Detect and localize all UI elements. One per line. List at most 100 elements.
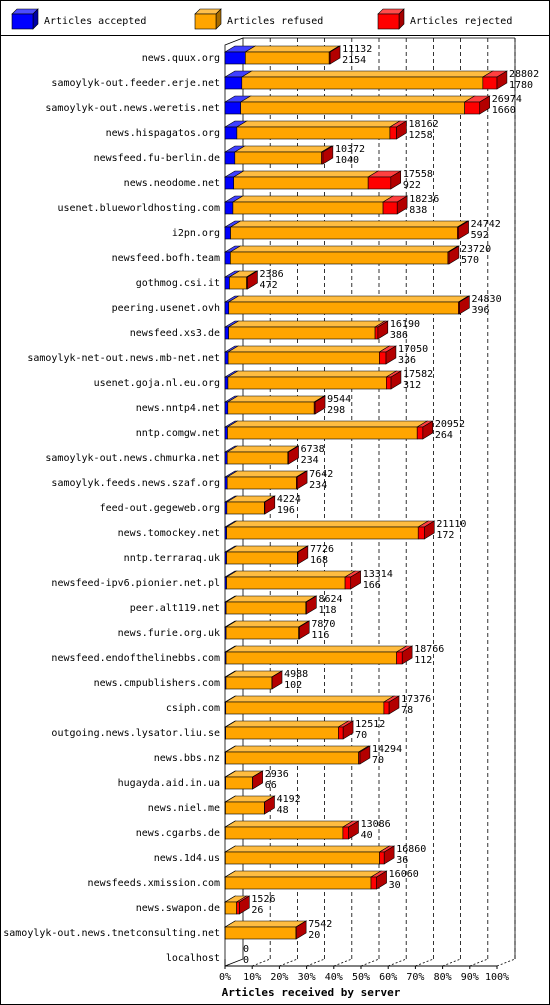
bar-refused — [224, 926, 297, 940]
bar-accepted — [224, 451, 228, 465]
bar-refused — [225, 651, 397, 665]
server-label: peering.usenet.ovh — [112, 303, 220, 314]
value-accepted: 66 — [265, 780, 277, 791]
value-accepted: 234 — [309, 480, 327, 491]
bar-accepted — [224, 301, 230, 315]
value-total: 4192 — [277, 794, 301, 805]
bar-refused — [226, 526, 419, 540]
bar-refused-top — [225, 570, 357, 578]
server-label: usenet.goja.nl.eu.org — [94, 378, 220, 389]
value-total: 4988 — [284, 669, 308, 680]
bar-rejected — [367, 176, 392, 190]
bar-end-face — [401, 645, 413, 665]
value-accepted: 26 — [251, 905, 263, 916]
bar-refused-top — [225, 620, 310, 628]
value-accepted: 78 — [401, 705, 413, 716]
bar-refused-top — [224, 845, 391, 853]
value-total: 17050 — [398, 344, 428, 355]
value-accepted: 112 — [414, 655, 432, 666]
server-label: i2pn.org — [172, 228, 220, 239]
value-total: 16190 — [390, 319, 420, 330]
bar-refused — [233, 176, 369, 190]
bar-refused — [234, 151, 322, 165]
server-label: newsfeed.endofthelinebbs.com — [51, 653, 220, 664]
bar-end-face — [306, 595, 317, 615]
value-accepted: 234 — [301, 455, 319, 466]
grid-floor-line — [360, 958, 380, 967]
value-accepted: 298 — [327, 405, 345, 416]
value-total: 13086 — [361, 819, 391, 830]
value-total: 14294 — [372, 744, 402, 755]
server-label: csiph.com — [166, 703, 220, 714]
bar-rejected — [370, 876, 377, 890]
x-tick-label: 40% — [325, 972, 343, 983]
legend-label: Articles rejected — [410, 16, 512, 27]
value-total: 7870 — [311, 619, 335, 630]
value-accepted: 1780 — [509, 80, 533, 91]
value-accepted: 70 — [355, 730, 367, 741]
value-total: 28802 — [509, 69, 539, 80]
bar-accepted — [224, 326, 229, 340]
bar-rejected — [344, 576, 352, 590]
bar-refused-top — [232, 170, 380, 178]
value-total: 23720 — [461, 244, 491, 255]
server-label: news.tomockey.net — [118, 528, 220, 539]
value-accepted: 118 — [318, 605, 336, 616]
bar-end-face — [396, 120, 407, 140]
bar-refused — [226, 451, 289, 465]
bar-end-face — [390, 370, 402, 390]
bar-refused-top — [229, 245, 459, 253]
bar-accepted — [224, 201, 234, 215]
server-label: gothmog.csi.it — [136, 278, 220, 289]
value-accepted: 172 — [436, 530, 454, 541]
bar-refused-top — [224, 745, 370, 753]
bar-end-face — [342, 720, 354, 740]
server-label: news.swapon.de — [136, 903, 220, 914]
server-label: newsfeed-ipv6.pionier.net.pl — [51, 578, 220, 589]
server-label: newsfeed.xs3.de — [130, 328, 220, 339]
value-accepted: 40 — [361, 830, 373, 841]
value-total: 12512 — [355, 719, 385, 730]
bar-end-face — [264, 795, 275, 815]
value-accepted: 30 — [389, 880, 401, 891]
grid-floor-line — [279, 958, 298, 967]
server-label: news.cgarbs.de — [136, 828, 220, 839]
grid-floor-line — [306, 958, 325, 967]
bar-refused-top — [231, 195, 395, 203]
bar-rejected — [386, 376, 392, 390]
bar-refused-top — [226, 470, 308, 478]
x-tick-label: 50% — [352, 972, 370, 983]
value-accepted: 168 — [310, 555, 328, 566]
value-accepted: 1040 — [335, 155, 359, 166]
bar-accepted — [224, 351, 229, 365]
bar-refused-top — [224, 695, 395, 703]
server-label: localhost — [166, 953, 220, 964]
bar-rejected — [342, 826, 349, 840]
bar-refused — [232, 201, 384, 215]
server-label: news.furie.org.uk — [118, 628, 220, 639]
bar-accepted — [224, 251, 231, 265]
grid-floor-line — [252, 958, 271, 967]
server-label: news.hispagatos.org — [106, 128, 220, 139]
bar-end-face — [295, 920, 307, 940]
bar-rejected — [389, 126, 397, 140]
bar-refused-top — [226, 420, 429, 428]
bar-end-face — [322, 145, 334, 165]
bar-end-face — [479, 95, 490, 115]
bar-rejected — [417, 526, 425, 540]
bar-refused — [240, 101, 465, 115]
bar-end-face — [458, 220, 469, 240]
value-total: 7542 — [308, 919, 332, 930]
server-label: outgoing.news.lysator.liu.se — [51, 728, 220, 739]
bar-refused-top — [224, 920, 307, 928]
bar-refused-top — [225, 595, 317, 603]
bar-refused — [230, 251, 449, 265]
value-accepted: 48 — [277, 805, 289, 816]
value-total: 26974 — [492, 94, 522, 105]
value-total: 18236 — [409, 194, 439, 205]
value-accepted: 2154 — [342, 55, 366, 66]
bar-end-face — [296, 470, 308, 490]
bar-end-face — [390, 170, 402, 190]
bar-refused — [225, 726, 339, 740]
